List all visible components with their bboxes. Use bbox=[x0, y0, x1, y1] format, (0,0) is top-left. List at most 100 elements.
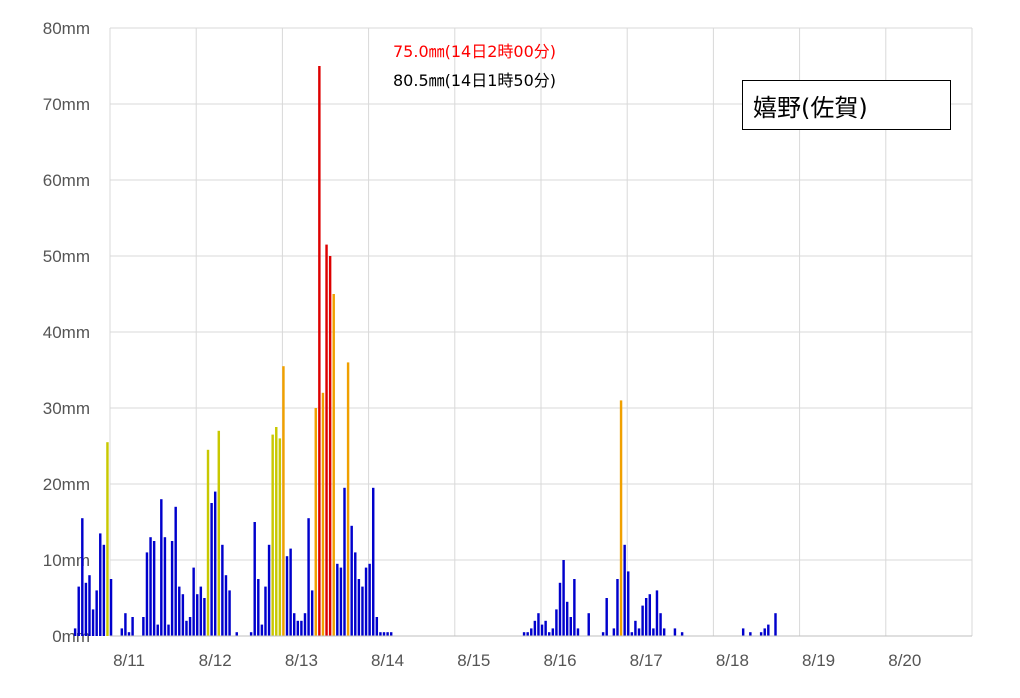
rain-bar bbox=[336, 563, 339, 636]
rain-bar bbox=[544, 620, 547, 636]
rain-bar bbox=[644, 598, 648, 636]
rain-bar bbox=[605, 598, 608, 636]
rain-bar bbox=[587, 613, 590, 636]
x-tick-label: 8/13 bbox=[285, 651, 318, 670]
rain-bar bbox=[741, 628, 745, 636]
rain-bar bbox=[217, 430, 221, 636]
grid-lines bbox=[109, 27, 973, 636]
rain-bar bbox=[221, 544, 224, 636]
rain-bar bbox=[375, 617, 379, 636]
rain-bar bbox=[530, 628, 533, 636]
rain-bar bbox=[170, 541, 174, 636]
x-tick-label: 8/11 bbox=[113, 651, 145, 670]
rain-bar bbox=[652, 628, 655, 636]
rain-bar bbox=[630, 632, 634, 636]
x-tick-label: 8/20 bbox=[888, 651, 921, 670]
station-label-box: 嬉野(佐賀) bbox=[742, 80, 951, 130]
rain-bar bbox=[601, 632, 605, 636]
rain-bar bbox=[145, 552, 149, 636]
rain-bar bbox=[275, 427, 278, 636]
rain-bar bbox=[662, 628, 666, 636]
y-tick-label: 10mm bbox=[43, 551, 90, 570]
rain-bar bbox=[522, 632, 526, 636]
rain-bar bbox=[749, 632, 752, 636]
annotation-max-10min: 80.5㎜(14日1時50分) bbox=[393, 71, 556, 90]
rain-bar bbox=[325, 244, 328, 636]
rain-bar bbox=[548, 632, 551, 636]
rain-bar bbox=[152, 541, 156, 636]
rain-bar bbox=[382, 632, 386, 636]
rain-bar bbox=[271, 434, 274, 636]
rain-bar bbox=[774, 613, 777, 636]
rain-bar bbox=[332, 294, 335, 636]
rain-bar bbox=[289, 548, 292, 636]
rain-bar bbox=[612, 628, 616, 636]
rain-bar bbox=[641, 605, 644, 636]
rain-bar bbox=[293, 613, 296, 636]
rain-bar bbox=[533, 620, 537, 636]
rain-bar bbox=[181, 594, 185, 636]
rain-bar bbox=[95, 590, 98, 636]
rain-bar bbox=[763, 628, 766, 636]
y-axis-ticks: 0mm 10mm 20mm 30mm 40mm 50mm 60mm 70mm 80mm bbox=[43, 19, 90, 646]
rain-bar bbox=[199, 586, 203, 636]
rain-bar bbox=[188, 617, 192, 636]
x-tick-label: 8/18 bbox=[716, 651, 749, 670]
rain-bar bbox=[321, 392, 325, 636]
y-tick-label: 40mm bbox=[43, 323, 90, 342]
x-tick-label: 8/12 bbox=[199, 651, 232, 670]
rain-bar bbox=[673, 628, 677, 636]
rain-bar bbox=[328, 256, 332, 636]
rain-bar bbox=[759, 632, 763, 636]
rain-bar bbox=[555, 609, 558, 636]
rain-bar bbox=[346, 362, 350, 636]
rain-bar bbox=[314, 408, 317, 636]
rain-bar bbox=[77, 586, 80, 636]
rain-bar bbox=[303, 613, 307, 636]
rain-bar bbox=[339, 567, 343, 636]
rain-bar bbox=[203, 598, 206, 636]
rain-bar bbox=[386, 632, 389, 636]
rain-bar bbox=[637, 628, 641, 636]
rain-bar bbox=[627, 571, 630, 636]
y-tick-label: 60mm bbox=[43, 171, 90, 190]
y-tick-label: 70mm bbox=[43, 95, 90, 114]
rain-bar bbox=[767, 624, 770, 636]
rain-bar bbox=[196, 594, 199, 636]
rain-bar bbox=[576, 628, 580, 636]
rain-bar bbox=[73, 628, 77, 636]
rain-bar bbox=[300, 620, 303, 636]
rain-bar bbox=[192, 567, 195, 636]
y-tick-label: 50mm bbox=[43, 247, 90, 266]
rain-bar bbox=[213, 491, 217, 636]
rain-bar bbox=[163, 537, 167, 636]
rain-bar bbox=[178, 586, 181, 636]
annotation-max-1h: 75.0㎜(14日2時00分) bbox=[393, 42, 556, 61]
rain-bar bbox=[88, 575, 91, 636]
bar-series bbox=[73, 66, 777, 636]
rain-bar bbox=[558, 582, 562, 636]
rain-bar bbox=[569, 617, 572, 636]
rain-bar bbox=[127, 632, 131, 636]
rain-bar bbox=[573, 579, 576, 636]
rain-bar bbox=[120, 628, 124, 636]
rain-bar bbox=[102, 544, 106, 636]
rain-bar bbox=[648, 594, 652, 636]
y-tick-label: 80mm bbox=[43, 19, 90, 38]
rain-bar bbox=[109, 579, 113, 636]
x-tick-label: 8/19 bbox=[802, 651, 835, 670]
rain-bar bbox=[372, 487, 375, 636]
rain-bar bbox=[526, 632, 529, 636]
rain-bar bbox=[282, 366, 285, 636]
rain-bar bbox=[364, 567, 368, 636]
rain-bar bbox=[680, 632, 684, 636]
x-tick-label: 8/15 bbox=[457, 651, 490, 670]
rain-bar bbox=[551, 628, 555, 636]
rain-bar bbox=[318, 66, 321, 636]
rain-bar bbox=[278, 438, 282, 636]
rain-bar bbox=[174, 506, 177, 636]
rain-bar bbox=[91, 609, 95, 636]
rain-bar bbox=[249, 632, 253, 636]
rain-bar bbox=[310, 590, 314, 636]
